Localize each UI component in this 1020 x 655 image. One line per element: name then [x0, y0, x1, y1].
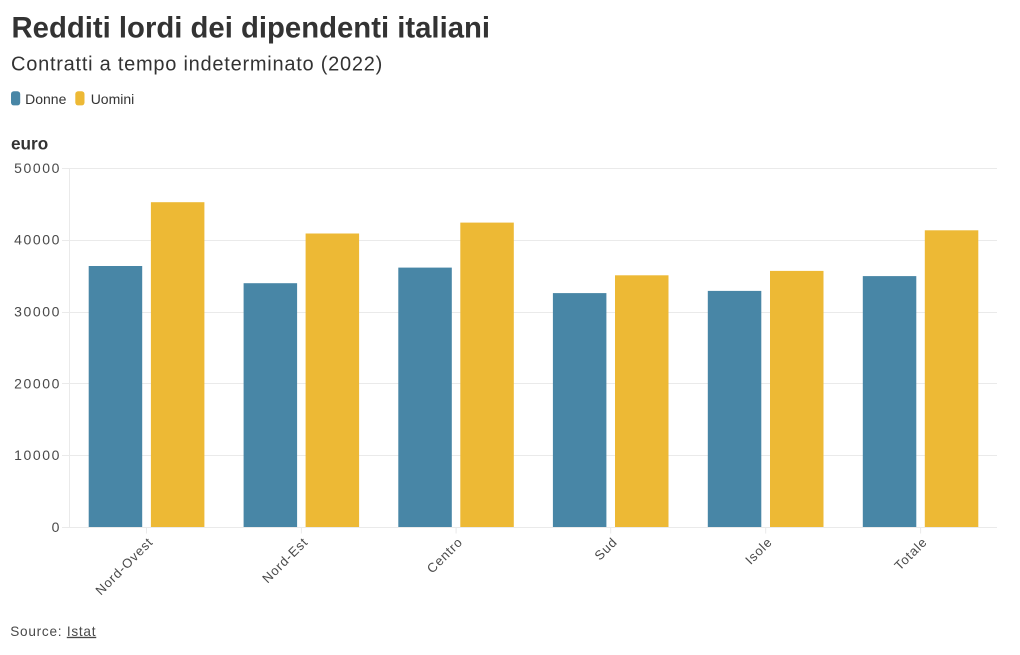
svg-text:10000: 10000: [14, 447, 61, 463]
svg-text:Uomini: Uomini: [91, 91, 135, 107]
svg-text:Donne: Donne: [25, 91, 66, 107]
svg-text:30000: 30000: [14, 304, 61, 320]
svg-text:Redditi lordi dei dipendenti i: Redditi lordi dei dipendenti italiani: [12, 11, 491, 44]
svg-text:20000: 20000: [14, 375, 61, 391]
svg-text:euro: euro: [11, 134, 48, 154]
svg-text:Contratti a tempo indeterminat: Contratti a tempo indeterminato (2022): [11, 54, 383, 76]
svg-text:40000: 40000: [14, 232, 61, 248]
svg-text:0: 0: [52, 519, 61, 535]
svg-text:50000: 50000: [14, 160, 61, 176]
svg-text:Source: Istat: Source: Istat: [10, 624, 96, 639]
